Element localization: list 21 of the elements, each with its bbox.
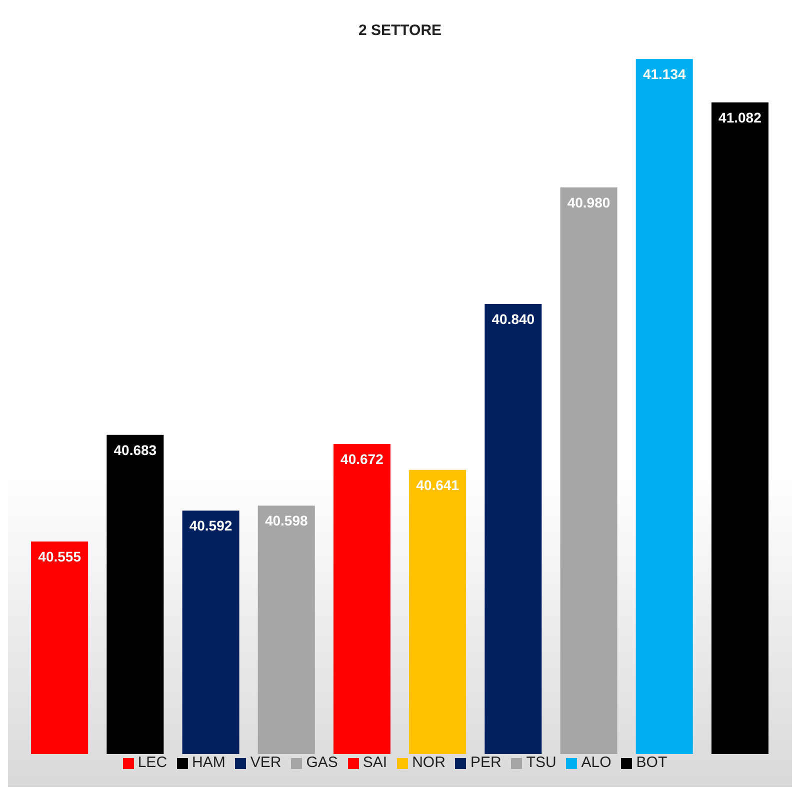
legend-label: PER [470,754,502,771]
legend-label: BOT [636,754,668,771]
legend-label: HAM [192,754,226,771]
data-label: 40.840 [492,310,535,327]
legend-label: ALO [581,754,612,771]
legend-label: GAS [306,754,338,771]
data-label: 40.598 [264,512,308,529]
data-label: 41.134 [642,66,686,82]
data-label: 40.980 [567,194,610,210]
data-label: 41.082 [718,109,762,126]
data-label: 40.555 [38,548,82,564]
legend-label: NOR [412,754,446,771]
legend-label: SAI [362,754,388,771]
legend-label: TSU [526,754,556,771]
data-label: 40.672 [340,450,384,467]
data-label: 40.683 [114,442,157,458]
data-label: 40.641 [416,476,460,493]
legend-label: VER [250,754,282,771]
legend-label: LEC [138,754,168,771]
chart-title: 2 SETTORE [357,21,443,39]
data-label: 40.592 [189,518,232,534]
